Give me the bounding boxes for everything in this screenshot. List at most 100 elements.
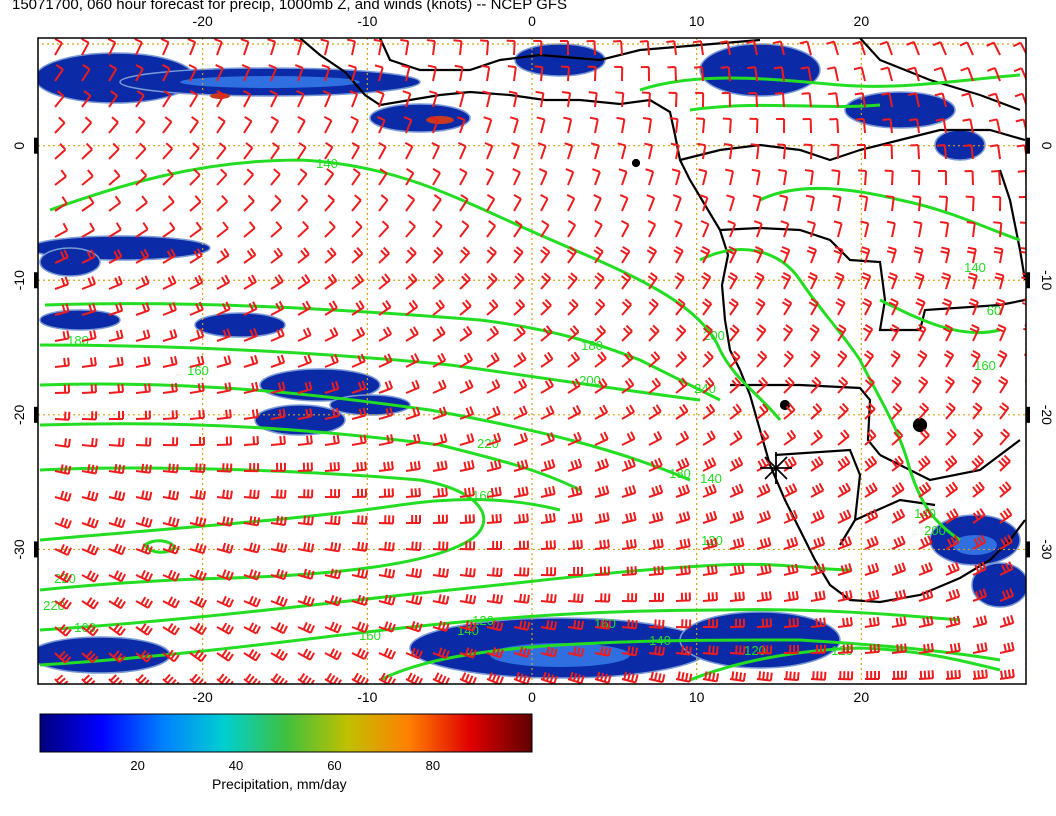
lon-tick-bottom: -10 — [357, 689, 377, 705]
wind-barb — [968, 298, 979, 316]
wind-barb — [81, 411, 98, 421]
wind-barb — [486, 540, 502, 550]
wind-barb — [999, 588, 1014, 602]
wind-barb — [81, 384, 97, 394]
wind-barb — [806, 246, 817, 264]
wind-barb — [405, 168, 415, 186]
wind-barb — [378, 541, 395, 552]
wind-barb — [373, 38, 383, 56]
map-title: 15071700, 060 hour forecast for precip, … — [12, 0, 567, 13]
wind-barb — [81, 517, 99, 529]
wind-barb — [945, 561, 960, 576]
wind-barb — [486, 299, 499, 316]
wind-barb — [270, 327, 285, 342]
wind-barb — [216, 516, 234, 527]
lat-tick-mark — [34, 272, 38, 289]
wind-barb — [378, 353, 393, 368]
wind-barb — [459, 460, 475, 472]
wind-barbs — [54, 38, 1026, 684]
wind-barb — [432, 220, 443, 238]
wind-barb — [324, 434, 340, 446]
wind-barb — [270, 568, 288, 581]
wind-barb — [540, 646, 558, 658]
wind-barb — [216, 301, 231, 316]
wind-barb — [81, 38, 90, 56]
wind-barb — [913, 246, 924, 264]
wind-barb — [648, 457, 663, 472]
wind-barb — [941, 272, 952, 290]
wind-barb — [162, 623, 180, 636]
wind-barb — [351, 300, 365, 316]
wind-barb — [297, 327, 312, 342]
wind-barb — [267, 38, 277, 56]
wind-barb — [970, 350, 981, 368]
wind-barb — [513, 671, 531, 684]
wind-barb — [378, 461, 394, 472]
wind-barb — [594, 351, 607, 368]
wind-barb — [621, 324, 633, 342]
wind-barb — [810, 671, 827, 681]
wind-barb — [513, 513, 529, 524]
wind-barb — [884, 169, 894, 186]
wind-barb — [783, 376, 795, 394]
wind-barb — [135, 649, 153, 663]
lat-tick-mark — [1026, 137, 1030, 154]
wind-barb — [108, 650, 126, 663]
wind-barb — [405, 353, 420, 368]
wind-barb — [594, 646, 612, 657]
wind-barb — [666, 40, 677, 56]
wind-barb — [189, 542, 207, 555]
wind-barb — [891, 376, 902, 394]
wind-barb — [911, 169, 921, 186]
wind-barb — [783, 617, 799, 628]
wind-barb — [54, 597, 72, 610]
lat-tick-mark — [34, 541, 38, 558]
wind-barb — [756, 429, 770, 446]
wind-barb — [889, 324, 900, 342]
wind-barb — [675, 538, 691, 550]
wind-barb — [675, 484, 691, 498]
wind-barb — [459, 672, 477, 684]
wind-barb — [746, 40, 758, 56]
wind-barb — [702, 537, 718, 550]
wind-barb — [891, 429, 904, 446]
wind-barb — [243, 463, 260, 473]
lat-tick-mark — [34, 406, 38, 423]
wind-barb — [54, 330, 70, 342]
wind-barb — [805, 194, 815, 212]
wind-barb — [567, 593, 584, 603]
wind-barb — [675, 671, 693, 683]
wind-barb — [940, 246, 951, 264]
wind-barb — [886, 220, 896, 238]
wind-barb — [486, 567, 503, 578]
wind-barb — [513, 432, 529, 446]
wind-barb — [618, 168, 628, 186]
wind-barb — [648, 351, 661, 368]
wind-barb — [405, 567, 423, 579]
wind-barb — [562, 90, 572, 108]
contour-label: 140 — [700, 471, 722, 486]
wind-barb — [81, 303, 97, 316]
wind-barb — [729, 645, 746, 655]
wind-barb — [243, 247, 257, 264]
contour-label: 180 — [669, 466, 691, 481]
wind-barb — [404, 142, 414, 160]
wind-barb — [243, 354, 259, 368]
wind-barb — [135, 410, 151, 420]
wind-barb — [405, 672, 423, 684]
wind-barb — [729, 510, 745, 524]
wind-barb — [270, 354, 286, 368]
wind-barb — [216, 90, 225, 108]
wind-barb — [934, 92, 947, 108]
wind-barb — [918, 508, 932, 524]
wind-barb — [402, 90, 412, 108]
wind-barb — [617, 142, 627, 160]
wind-barb — [54, 624, 72, 637]
wind-barb — [162, 248, 176, 264]
wind-barb — [1020, 246, 1026, 254]
wind-barb — [513, 352, 527, 368]
wind-barb — [297, 381, 313, 394]
wind-barb — [646, 194, 656, 212]
wind-barb — [641, 91, 651, 108]
wind-barb — [945, 669, 961, 680]
